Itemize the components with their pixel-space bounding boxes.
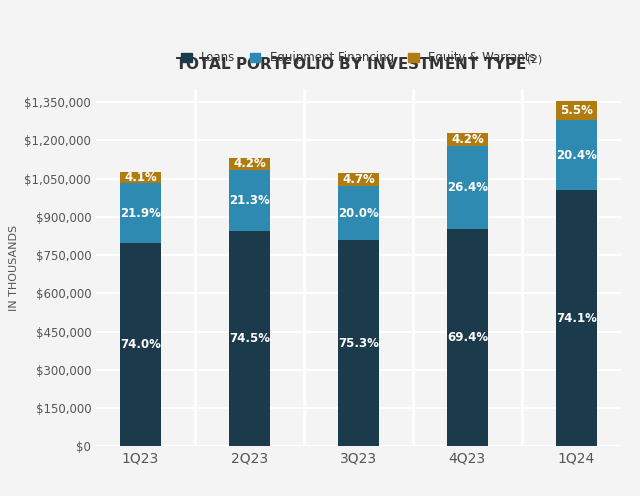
Text: 20.4%: 20.4%	[556, 148, 596, 162]
Title: TOTAL PORTFOLIO BY INVESTMENT TYPE$^{(2)}$: TOTAL PORTFOLIO BY INVESTMENT TYPE$^{(2)…	[175, 54, 542, 73]
Text: 4.1%: 4.1%	[124, 171, 157, 184]
Text: 74.5%: 74.5%	[229, 332, 270, 345]
Text: 21.9%: 21.9%	[120, 207, 161, 220]
Bar	[556, 101, 597, 120]
Bar	[556, 190, 597, 446]
Text: 20.0%: 20.0%	[338, 207, 379, 220]
Bar	[338, 186, 379, 241]
Bar	[120, 244, 161, 446]
Text: 5.5%: 5.5%	[560, 104, 593, 117]
Text: 74.1%: 74.1%	[556, 312, 596, 325]
Bar	[120, 172, 161, 183]
Bar	[338, 241, 379, 446]
Bar	[228, 232, 270, 446]
Text: 26.4%: 26.4%	[447, 181, 488, 194]
Text: 75.3%: 75.3%	[338, 337, 379, 350]
Text: 4.7%: 4.7%	[342, 173, 375, 186]
Bar	[120, 183, 161, 244]
Bar	[447, 133, 488, 146]
Text: 21.3%: 21.3%	[229, 194, 270, 207]
Text: 4.2%: 4.2%	[233, 157, 266, 171]
Text: 4.2%: 4.2%	[451, 133, 484, 146]
Legend: Loans, Equipment Financing, Equity & Warrants: Loans, Equipment Financing, Equity & War…	[179, 49, 538, 66]
Bar	[228, 170, 270, 232]
Bar	[447, 146, 488, 229]
Bar	[338, 173, 379, 186]
Text: 69.4%: 69.4%	[447, 331, 488, 344]
Bar	[447, 229, 488, 446]
Bar	[556, 120, 597, 190]
Bar	[228, 158, 270, 170]
Y-axis label: IN THOUSANDS: IN THOUSANDS	[9, 225, 19, 311]
Text: 74.0%: 74.0%	[120, 338, 161, 351]
